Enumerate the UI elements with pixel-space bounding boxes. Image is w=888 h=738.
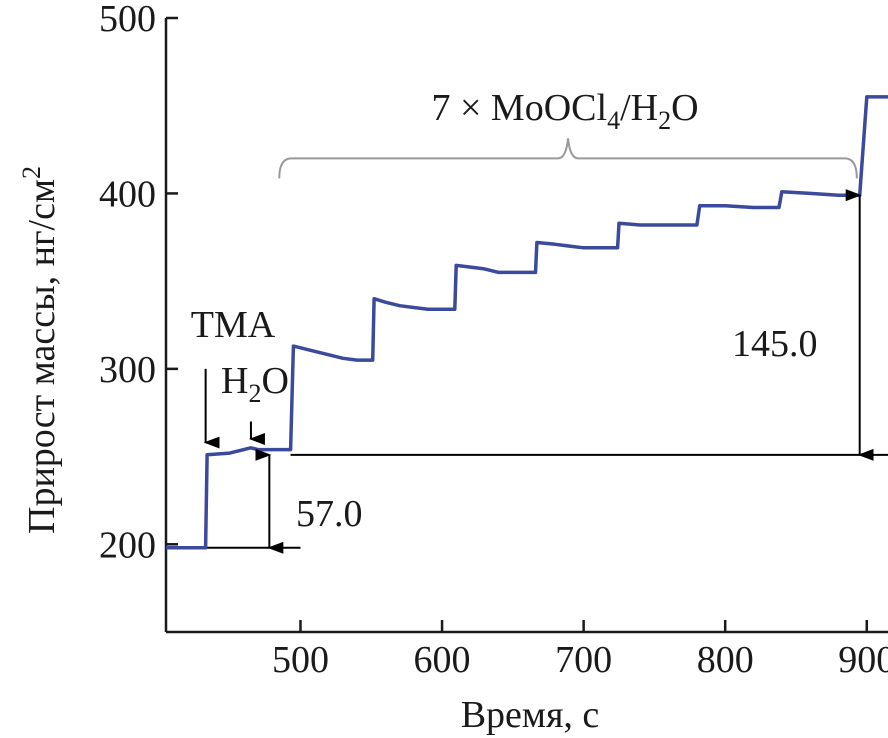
series-layer <box>166 95 888 550</box>
annotation-step2-value: 145.0 <box>732 323 818 365</box>
x-tick-label-700: 700 <box>555 639 612 681</box>
y-axis-title: Прирост массы, нг/см2 <box>17 166 63 534</box>
x-ticks: 500 600 700 800 900 <box>272 620 888 681</box>
x-tick-label-800: 800 <box>697 639 754 681</box>
annotation-h2o-o: O <box>261 360 288 402</box>
annotation-h2o: H2O <box>221 360 289 408</box>
x-tick-label-600: 600 <box>414 639 471 681</box>
y-tick-label-500: 500 <box>99 0 156 40</box>
annotation-tma: TMA <box>191 304 276 346</box>
annotation-cycles-mid: /H <box>620 87 658 129</box>
annotation-cycles-tail: O <box>671 87 698 129</box>
x-tick-label-900: 900 <box>838 639 888 681</box>
y-tick-label-400: 400 <box>99 173 156 215</box>
y-tick-label-200: 200 <box>99 524 156 566</box>
series-line-1 <box>166 95 888 550</box>
baselines <box>166 453 888 549</box>
annotation-cycles-sub1: 4 <box>607 106 620 135</box>
cycles-brace <box>278 138 858 179</box>
annotation-cycles-prefix: 7 × MoOCl <box>431 87 607 129</box>
axes <box>164 18 888 634</box>
y-tick-label-300: 300 <box>99 349 156 391</box>
annotation-step1-value: 57.0 <box>296 493 363 535</box>
x-tick-label-500: 500 <box>272 639 329 681</box>
x-axis-title: Время, с <box>461 694 600 736</box>
annotation-cycles: 7 × MoOCl4/H2O <box>431 87 698 135</box>
y-axis-title-sup: 2 <box>17 166 46 179</box>
annotation-cycles-sub2: 2 <box>658 106 671 135</box>
y-ticks: 200 300 400 500 <box>99 0 178 566</box>
annotation-h2o-sub: 2 <box>248 379 261 408</box>
arrows <box>203 189 874 554</box>
y-axis-title-base: Прирост массы, нг/см <box>21 179 63 534</box>
annotation-h2o-h: H <box>221 360 248 402</box>
